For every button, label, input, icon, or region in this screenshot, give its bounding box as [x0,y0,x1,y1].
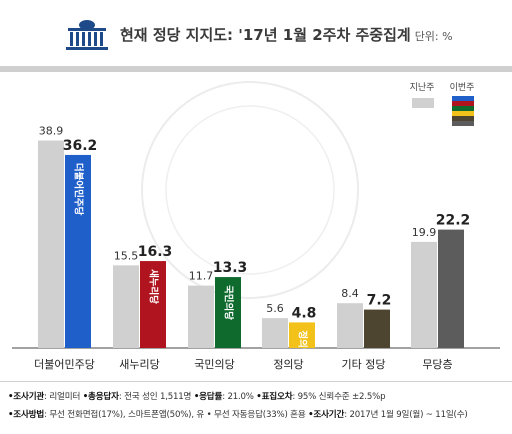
value-label-last-week: 38.9 [39,125,64,138]
bar-this-week [289,322,315,348]
value-label-last-week: 5.6 [266,302,284,315]
party-bar-label: 정의당 [297,330,309,356]
bar-this-week [438,229,464,348]
legend-swatch-this-week [452,116,474,121]
value-label-last-week: 15.5 [114,249,139,262]
header-divider [0,66,512,72]
bar-last-week [113,265,139,348]
footnote-key: •조사기간 [308,410,345,420]
footnote-key: •조사방법 [8,410,45,420]
value-label-last-week: 11.7 [189,270,214,283]
legend-swatch-this-week [452,106,474,111]
legend-swatch-this-week [452,111,474,116]
party-bar-label: 국민의당 [223,285,235,320]
footnote-value: : 2017년 1월 9일(월) ~ 11일(수) [344,410,468,420]
footnote-line-1: •조사기관: 리얼미터 •총응답자: 전국 성인 1,511명 •응답률: 21… [8,390,386,402]
page-title: 현재 정당 지지도: '17년 1월 2주차 주중집계 단위: % [120,24,453,45]
legend-swatch-this-week [452,96,474,101]
footnote-key: •조사기관 [8,392,45,402]
value-label-this-week: 4.8 [292,305,317,321]
watermark-seal-inner [165,105,335,275]
party-bar-label: 새누리당 [148,269,160,304]
bar-this-week [215,277,241,348]
legend-swatch-this-week [452,121,474,126]
party-bar-label: 더불어민주당 [73,163,85,216]
category-label: 더불어민주당 [34,358,95,371]
value-label-this-week: 13.3 [213,260,248,276]
bar-last-week [188,285,214,348]
bar-last-week [337,303,363,348]
legend-swatch-this-week [452,101,474,106]
legend-label-this-week: 이번주 [450,82,475,93]
value-label-this-week: 22.2 [436,213,471,229]
footnote-key: •총응답자 [82,392,119,402]
footnote-value: : 리얼미터 [44,392,83,402]
legend-label-last-week: 지난주 [410,82,435,93]
title-text: 현재 정당 지지도: '17년 1월 2주차 주중집계 [120,26,411,44]
value-label-this-week: 16.3 [138,244,173,260]
category-label: 기타 정당 [342,358,386,371]
value-label-last-week: 19.9 [412,226,437,239]
bar-last-week [262,318,288,348]
category-label: 무당층 [422,358,452,371]
value-label-this-week: 7.2 [367,293,392,309]
bar-last-week [38,140,64,348]
unit-label: 단위: % [414,30,453,43]
bar-this-week [364,309,390,348]
footnote-key: •표집오차 [256,392,293,402]
national-assembly-icon [66,20,108,50]
footnote-value: : 21.0% [222,392,257,402]
header: 현재 정당 지지도: '17년 1월 2주차 주중집계 단위: % [0,0,512,66]
footnote-line-2: •조사방법: 무선 전화면접(17%), 스마트폰앱(50%), 유 • 무선 … [8,408,468,420]
footer-notes: •조사기관: 리얼미터 •총응답자: 전국 성인 1,511명 •응답률: 21… [0,381,512,434]
bar-last-week [411,241,437,348]
footnote-key: •응답률 [193,392,223,402]
value-label-this-week: 36.2 [63,138,98,154]
category-label: 정의당 [273,358,303,371]
watermark-seal-outer [141,81,359,299]
bar-this-week [140,261,166,348]
footnote-value: : 95% 신뢰수준 ±2.5%p [292,392,386,402]
category-label: 국민의당 [194,358,234,371]
value-label-last-week: 8.4 [341,287,359,300]
footnote-value: : 전국 성인 1,511명 [118,392,194,402]
footnote-value: : 무선 전화면접(17%), 스마트폰앱(50%), 유 • 무선 자동응답(… [44,410,309,420]
legend-swatch-last-week [412,98,434,108]
bar-this-week [65,154,91,348]
category-label: 새누리당 [119,358,159,371]
chart-area: 38.9 36.2 더불어민주당 더불어민주당 15.5 16.3 새누리당 새누리당 11.7… [0,72,512,380]
